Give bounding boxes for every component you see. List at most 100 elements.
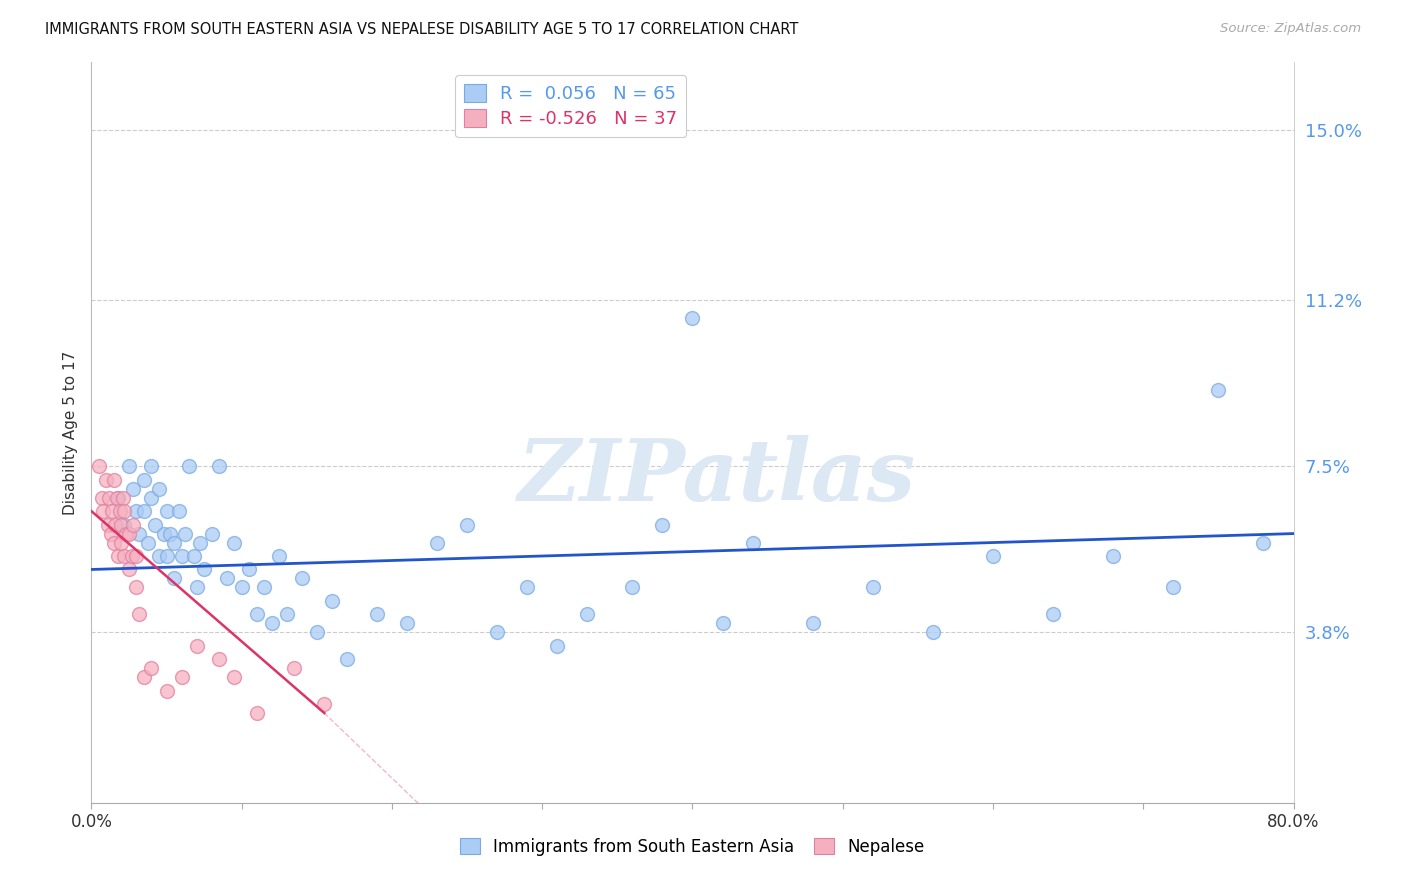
- Point: [188, 535, 211, 549]
- Point: [121, 549, 143, 563]
- Point: [118, 562, 141, 576]
- Point: [276, 607, 298, 622]
- Point: [103, 473, 125, 487]
- Point: [98, 491, 121, 505]
- Point: [177, 459, 200, 474]
- Point: [183, 549, 205, 563]
- Point: [125, 581, 148, 595]
- Point: [922, 625, 945, 640]
- Point: [104, 517, 127, 532]
- Point: [516, 581, 538, 595]
- Point: [246, 607, 269, 622]
- Point: [110, 535, 132, 549]
- Point: [110, 517, 132, 532]
- Point: [801, 616, 824, 631]
- Point: [111, 491, 134, 505]
- Point: [155, 683, 177, 698]
- Point: [155, 549, 177, 563]
- Point: [366, 607, 388, 622]
- Point: [141, 459, 163, 474]
- Point: [1161, 581, 1184, 595]
- Point: [167, 504, 190, 518]
- Point: [114, 517, 136, 532]
- Point: [122, 482, 145, 496]
- Point: [87, 459, 110, 474]
- Point: [107, 491, 129, 505]
- Point: [260, 616, 283, 631]
- Point: [224, 670, 246, 684]
- Point: [114, 504, 136, 518]
- Point: [208, 652, 231, 666]
- Point: [143, 517, 166, 532]
- Point: [238, 562, 260, 576]
- Point: [1102, 549, 1125, 563]
- Point: [651, 517, 673, 532]
- Point: [152, 526, 174, 541]
- Point: [314, 697, 336, 711]
- Point: [246, 706, 269, 720]
- Point: [186, 581, 208, 595]
- Point: [125, 549, 148, 563]
- Point: [208, 459, 231, 474]
- Point: [862, 581, 884, 595]
- Point: [96, 473, 118, 487]
- Point: [1042, 607, 1064, 622]
- Point: [681, 311, 703, 326]
- Point: [90, 491, 112, 505]
- Point: [141, 661, 163, 675]
- Point: [100, 526, 122, 541]
- Point: [621, 581, 644, 595]
- Point: [170, 549, 193, 563]
- Y-axis label: Disability Age 5 to 17: Disability Age 5 to 17: [62, 351, 77, 515]
- Point: [128, 607, 150, 622]
- Point: [193, 562, 215, 576]
- Legend: Immigrants from South Eastern Asia, Nepalese: Immigrants from South Eastern Asia, Nepa…: [453, 831, 932, 863]
- Point: [132, 504, 155, 518]
- Point: [132, 473, 155, 487]
- Point: [93, 504, 115, 518]
- Point: [456, 517, 478, 532]
- Point: [132, 670, 155, 684]
- Point: [125, 504, 148, 518]
- Point: [101, 504, 124, 518]
- Point: [576, 607, 599, 622]
- Point: [122, 517, 145, 532]
- Point: [231, 581, 253, 595]
- Point: [128, 526, 150, 541]
- Point: [291, 571, 314, 585]
- Point: [163, 571, 186, 585]
- Point: [108, 504, 131, 518]
- Point: [118, 459, 141, 474]
- Point: [138, 535, 160, 549]
- Point: [201, 526, 224, 541]
- Point: [426, 535, 449, 549]
- Point: [269, 549, 291, 563]
- Point: [118, 526, 141, 541]
- Point: [107, 549, 129, 563]
- Point: [336, 652, 359, 666]
- Point: [170, 670, 193, 684]
- Point: [163, 535, 186, 549]
- Point: [141, 491, 163, 505]
- Point: [741, 535, 763, 549]
- Point: [155, 504, 177, 518]
- Point: [148, 482, 170, 496]
- Point: [173, 526, 195, 541]
- Text: Source: ZipAtlas.com: Source: ZipAtlas.com: [1220, 22, 1361, 36]
- Point: [395, 616, 418, 631]
- Text: ZIPatlas: ZIPatlas: [517, 435, 915, 519]
- Point: [186, 639, 208, 653]
- Point: [283, 661, 305, 675]
- Point: [114, 549, 136, 563]
- Point: [981, 549, 1004, 563]
- Point: [97, 517, 120, 532]
- Point: [105, 491, 128, 505]
- Point: [711, 616, 734, 631]
- Point: [486, 625, 509, 640]
- Point: [546, 639, 568, 653]
- Point: [1208, 383, 1230, 397]
- Point: [224, 535, 246, 549]
- Point: [103, 535, 125, 549]
- Point: [115, 526, 138, 541]
- Point: [215, 571, 238, 585]
